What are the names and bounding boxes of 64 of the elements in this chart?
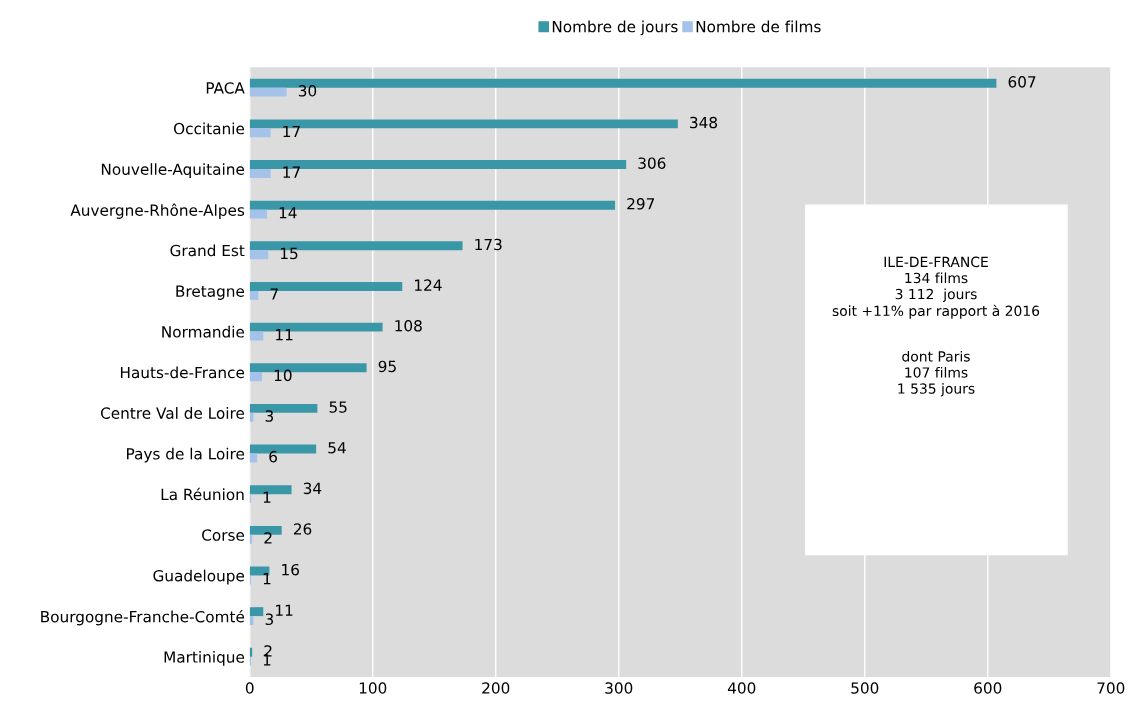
data-label: 17: [283, 166, 300, 178]
y-tick-label: Occitanie: [173, 122, 245, 135]
y-tick-label: Martinique: [164, 650, 245, 666]
data-label: 1: [263, 573, 271, 585]
annotation: dont Paris 107 films 1 535 jours: [898, 350, 975, 397]
data-label: 10: [274, 369, 292, 382]
y-tick-label: Bretagne: [176, 285, 245, 300]
annotation: ILE-DE-FRANCE 134 films 3 112 jours soit +11% par rapport à 2016: [832, 256, 1040, 319]
data-label: 306: [638, 157, 666, 169]
bar: [249, 331, 264, 341]
data-label: 124: [415, 279, 442, 291]
y-tick-label: Hauts-de-France: [120, 366, 245, 379]
y-tick-label: Bourgogne-Franche-Comté: [41, 610, 245, 626]
bar: [249, 87, 287, 97]
x-tick-label: 100: [359, 682, 387, 694]
data-label: 7: [270, 288, 278, 300]
bar: [249, 168, 271, 178]
y-tick-label: Grand Est: [170, 244, 245, 257]
x-tick-label: 400: [727, 682, 756, 694]
x-tick-label: 0: [245, 682, 254, 694]
data-label: 173: [475, 238, 502, 251]
data-label: 16: [282, 563, 299, 576]
bar: [249, 128, 271, 138]
bar: [249, 290, 259, 300]
y-tick-label: Auvergne-Rhône-Alpes: [70, 203, 245, 219]
data-label: 17: [283, 125, 300, 138]
data-label: 6: [269, 450, 277, 463]
data-label: 2: [264, 532, 272, 544]
data-label: 297: [627, 198, 655, 210]
y-tick-label: La Réunion: [161, 487, 244, 501]
x-tick-label: 200: [482, 682, 510, 694]
bar: [249, 372, 263, 382]
data-label: 108: [395, 319, 422, 332]
data-label: 11: [276, 329, 293, 341]
y-tick-label: Centre Val de Loire: [100, 407, 245, 419]
data-label: 3: [265, 613, 274, 626]
x-tick-label: 600: [974, 682, 1002, 694]
data-label: 607: [1008, 76, 1036, 88]
bar: [249, 209, 267, 219]
data-label: 11: [276, 604, 293, 616]
x-tick-label: 700: [1097, 682, 1125, 694]
data-label: 14: [279, 207, 297, 219]
data-label: 54: [328, 442, 346, 454]
data-label: 55: [329, 401, 347, 413]
bar: [249, 250, 269, 260]
legend-label: Nombre de films: [696, 20, 821, 33]
y-tick-label: Corse: [202, 529, 245, 541]
y-tick-label: Pays de la Loire: [127, 447, 245, 463]
data-label: 26: [293, 523, 312, 535]
data-label: 348: [690, 116, 718, 129]
y-tick-label: PACA: [206, 82, 245, 94]
data-label: 3: [265, 410, 274, 422]
data-label: 34: [303, 482, 322, 495]
x-tick-label: 300: [605, 682, 633, 694]
data-label: 1: [263, 491, 271, 503]
bar: [249, 607, 264, 617]
y-tick-label: Normandie: [162, 325, 245, 338]
data-label: 15: [280, 247, 298, 260]
data-label: 30: [298, 85, 317, 97]
y-tick-label: Nouvelle-Aquitaine: [101, 163, 245, 178]
legend-label: Nombre de jours: [552, 20, 678, 36]
data-label: 95: [378, 360, 396, 373]
x-tick-label: 500: [851, 682, 879, 694]
y-tick-label: Guadeloupe: [153, 569, 245, 585]
